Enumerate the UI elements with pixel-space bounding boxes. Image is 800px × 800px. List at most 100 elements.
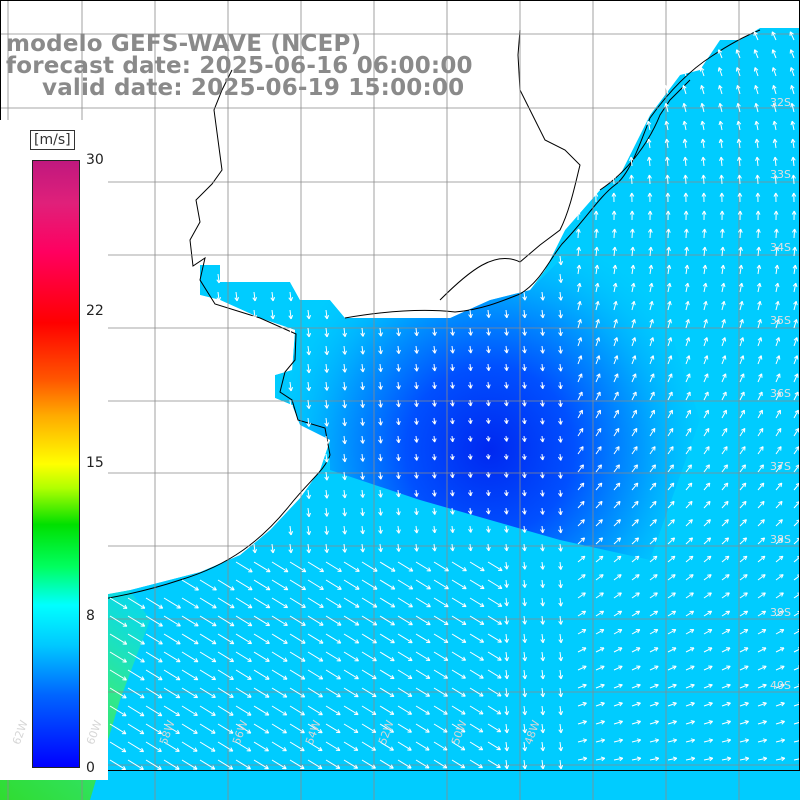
wind-arrow-head [650, 228, 653, 233]
wind-arrow-head [558, 584, 562, 589]
wind-arrow [685, 592, 694, 599]
wind-arrow-head [704, 246, 707, 251]
wind-arrow-head [649, 355, 654, 359]
wind-arrow-head [326, 386, 329, 391]
wind-arrow-head [595, 192, 599, 197]
wind-arrow-head [616, 555, 622, 558]
wind-arrow-head [600, 537, 604, 542]
wind-arrow-head [723, 283, 726, 288]
wind-arrow-head [773, 192, 777, 197]
wind-arrow-head [326, 422, 329, 427]
wind-arrow [271, 597, 288, 609]
wind-arrow-head [416, 349, 419, 354]
wind-arrow-head [560, 296, 563, 301]
wind-arrow-head [580, 319, 582, 324]
wind-arrow-head [668, 409, 673, 413]
wind-arrow-head [337, 728, 341, 733]
wind-arrow-head [470, 419, 473, 424]
wind-arrow [739, 702, 749, 707]
wind-arrow-head [542, 510, 545, 515]
wind-arrow-head [724, 555, 730, 558]
wind-arrow-head [778, 355, 781, 360]
wind-arrow-head [396, 457, 400, 462]
wind-arrow-head [709, 757, 714, 762]
wind-arrow-head [524, 711, 528, 716]
wind-arrow-head [319, 746, 323, 751]
wind-arrow [505, 381, 508, 389]
wind-arrow-head [452, 455, 455, 460]
wind-arrow-head [651, 482, 656, 486]
wind-arrow-head [398, 474, 401, 479]
wind-arrow-head [582, 756, 587, 759]
wind-arrow-head [577, 319, 581, 323]
wind-arrow-head [398, 547, 401, 552]
wind-arrow-head [739, 210, 743, 215]
wind-arrow-head [685, 210, 689, 215]
wind-arrow-head [539, 492, 544, 497]
wind-arrow-head [582, 482, 585, 488]
wind-arrow-head [686, 264, 690, 270]
wind-arrow-head [463, 567, 467, 572]
wind-arrow-head [356, 639, 360, 644]
wind-arrow [271, 615, 288, 626]
wind-arrow-head [560, 765, 564, 770]
wind-arrow-head [522, 602, 526, 607]
wind-arrow-head [356, 585, 360, 590]
wind-arrow-head [234, 297, 238, 302]
wind-arrow [757, 247, 760, 257]
wind-arrow-head [344, 422, 347, 427]
wind-arrow [631, 265, 634, 275]
wind-arrow [451, 345, 454, 354]
wind-arrow-head [726, 482, 729, 488]
coastline [0, 29, 761, 613]
wind-arrow [235, 291, 238, 301]
wind-arrow [595, 665, 605, 671]
wind-arrow-head [524, 675, 528, 680]
wind-arrow-head [775, 300, 779, 305]
wind-arrow-head [159, 676, 163, 681]
wind-arrow-head [758, 391, 763, 395]
wind-arrow-head [682, 67, 687, 71]
wind-arrow [559, 363, 562, 372]
wind-arrow-head [499, 602, 503, 607]
wind-arrow-head [344, 332, 347, 337]
wind-arrow-head [416, 510, 419, 515]
wind-arrow [523, 633, 526, 643]
wind-arrow [703, 702, 713, 707]
wind-arrow-head [504, 584, 508, 588]
wind-arrow [721, 355, 726, 365]
wind-arrow-head [308, 333, 312, 338]
wind-arrow-head [669, 446, 674, 449]
wind-arrow [775, 428, 782, 437]
wind-arrow-head [634, 537, 639, 540]
wind-arrow-head [177, 622, 181, 627]
wind-arrow-head [637, 757, 642, 762]
wind-arrow-head [284, 675, 288, 680]
wind-arrow-head [780, 701, 785, 704]
wind-arrow [451, 507, 454, 515]
wind-arrow-head [759, 301, 762, 306]
wind-arrow-head [360, 440, 364, 444]
wind-arrow-head [685, 337, 690, 341]
wind-arrow [289, 687, 305, 698]
wind-arrow-head [326, 458, 329, 463]
wind-arrow-head [409, 638, 413, 643]
wind-arrow-head [558, 385, 562, 390]
wind-arrow-head [392, 621, 395, 626]
wind-arrow-head [560, 693, 564, 698]
wind-arrow [433, 399, 436, 407]
wind-arrow-head [736, 121, 739, 126]
wind-arrow-head [324, 404, 328, 409]
wind-arrow-head [398, 403, 401, 408]
wind-arrow [703, 647, 713, 653]
wind-arrow [325, 543, 328, 553]
wind-arrow-head [580, 555, 586, 558]
wind-arrow-head [690, 756, 695, 759]
wind-arrow-head [576, 264, 580, 269]
wind-arrow [613, 574, 622, 581]
wind-arrow [631, 501, 639, 509]
wind-arrow-head [703, 337, 708, 341]
wind-arrow [757, 757, 767, 761]
wind-arrow [541, 345, 544, 354]
wind-arrow-head [670, 319, 672, 324]
